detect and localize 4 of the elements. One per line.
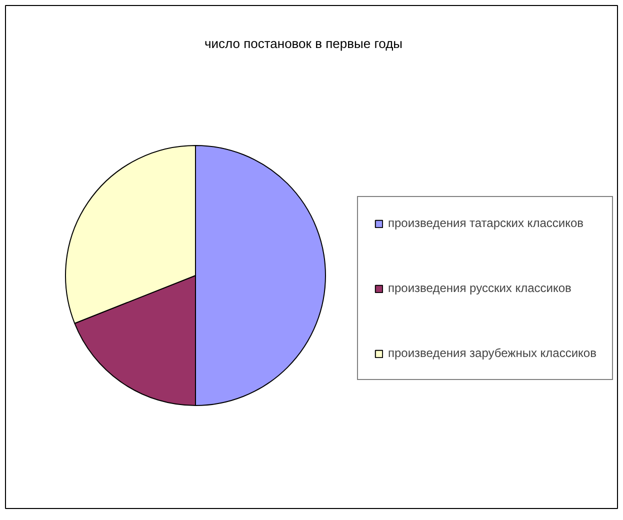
legend-label: произведения татарских классиков — [388, 215, 584, 232]
legend-label: произведения русских классиков — [388, 280, 572, 297]
legend-label: произведения зарубежных классиков — [388, 345, 596, 362]
chart-title: число постановок в первые годы — [204, 36, 403, 51]
